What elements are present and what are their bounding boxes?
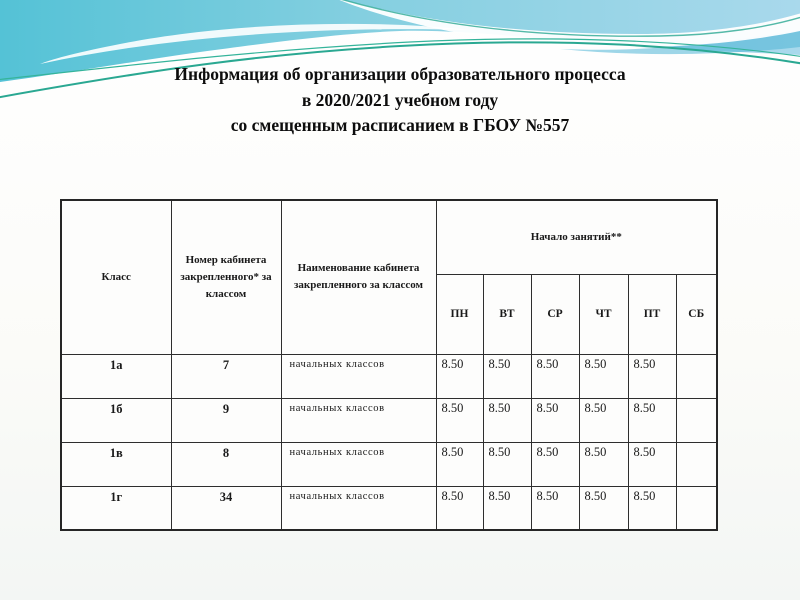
cell-time-mon: 8.50	[435, 353, 484, 399]
cell-time-wed: 8.50	[530, 397, 580, 443]
cell-time-wed: 8.50	[530, 441, 580, 487]
cell-time-sat	[675, 353, 718, 399]
wave-swoosh-white	[339, 0, 800, 48]
page-title-line-2: в 2020/2021 учебном году	[301, 89, 499, 110]
cell-time-thu: 8.50	[578, 485, 629, 531]
cell-time-tue: 8.50	[482, 441, 532, 487]
wave-accent-darkblue	[560, 30, 800, 55]
cell-cabinet-number: 9	[170, 397, 282, 443]
cell-cabinet-name: начальных классов	[280, 353, 437, 399]
cell-class: 1в	[60, 441, 172, 487]
day-header-mon: ПН	[435, 273, 484, 355]
day-header-thu: ЧТ	[578, 273, 629, 355]
page-title-line-1: Информация об организации образовательно…	[174, 64, 626, 84]
cell-time-fri: 8.50	[627, 441, 677, 487]
cell-time-sat	[675, 485, 718, 531]
cell-time-mon: 8.50	[435, 397, 484, 443]
cell-time-tue: 8.50	[482, 397, 532, 443]
header-cell-cabinet-name: Наименование кабинета закрепленного за к…	[280, 199, 437, 355]
page-title-line-3: со смещенным расписанием в ГБОУ №557	[230, 115, 570, 135]
cell-time-tue: 8.50	[482, 485, 532, 531]
page-title: Информация об организации образовательно…	[0, 62, 800, 139]
schedule-table: Класс Номер кабинета закрепленного* за к…	[60, 199, 719, 531]
cell-time-fri: 8.50	[627, 397, 677, 443]
table-row: 1б 9 начальных классов 8.50 8.50 8.50 8.…	[60, 397, 718, 443]
cell-time-tue: 8.50	[482, 353, 532, 399]
table-row: 1а 7 начальных классов 8.50 8.50 8.50 8.…	[60, 353, 718, 399]
day-header-tue: ВТ	[482, 273, 532, 355]
cell-cabinet-name: начальных классов	[280, 485, 437, 531]
cell-time-thu: 8.50	[578, 353, 629, 399]
cell-time-sat	[675, 441, 718, 487]
cell-time-fri: 8.50	[627, 353, 677, 399]
day-header-wed: СР	[530, 273, 580, 355]
cell-time-sat	[675, 397, 718, 443]
cell-time-wed: 8.50	[530, 353, 580, 399]
cell-time-fri: 8.50	[627, 485, 677, 531]
cell-time-wed: 8.50	[530, 485, 580, 531]
cell-time-mon: 8.50	[435, 485, 484, 531]
cell-cabinet-name: начальных классов	[280, 441, 437, 487]
cell-class: 1а	[60, 353, 172, 399]
wave-teal-line-3	[341, 0, 800, 37]
cell-time-mon: 8.50	[435, 441, 484, 487]
cell-cabinet-number: 34	[170, 485, 282, 531]
cell-class: 1г	[60, 485, 172, 531]
table-row: 1г 34 начальных классов 8.50 8.50 8.50 8…	[60, 485, 718, 531]
cell-cabinet-number: 8	[170, 441, 282, 487]
header-cell-cabinet-number: Номер кабинета закрепленного* за классом	[170, 199, 282, 355]
day-header-fri: ПТ	[627, 273, 677, 355]
header-cell-class: Класс	[60, 199, 172, 355]
cell-cabinet-number: 7	[170, 353, 282, 399]
header-cell-start-time: Начало занятий**	[435, 199, 718, 275]
table-row: 1в 8 начальных классов 8.50 8.50 8.50 8.…	[60, 441, 718, 487]
cell-class: 1б	[60, 397, 172, 443]
day-header-sat: СБ	[675, 273, 718, 355]
cell-time-thu: 8.50	[578, 441, 629, 487]
cell-time-thu: 8.50	[578, 397, 629, 443]
wave-crescent-white	[40, 23, 470, 64]
cell-cabinet-name: начальных классов	[280, 397, 437, 443]
